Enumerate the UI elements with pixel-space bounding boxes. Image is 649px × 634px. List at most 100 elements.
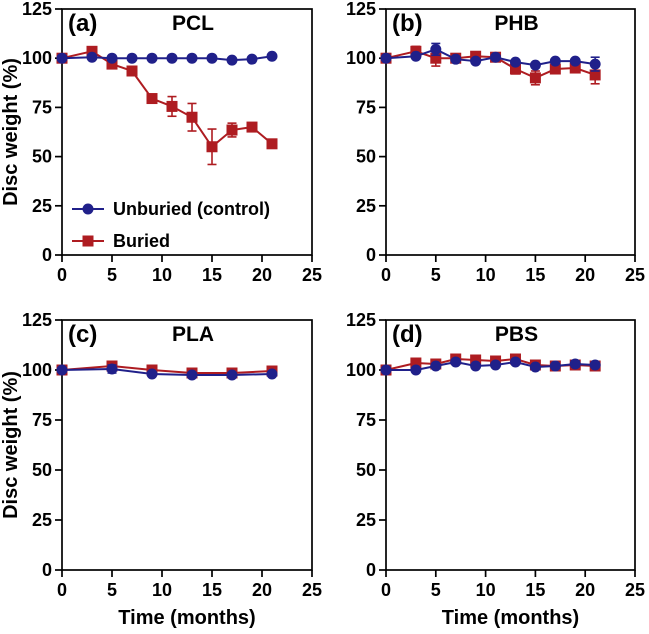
x-axis-title: Time (months) [118,607,255,629]
x-tick-label: 20 [575,265,595,285]
square-marker [509,63,521,75]
y-axis: 0 25 50 75 100 125 [346,310,386,580]
circle-marker [226,369,238,381]
chart-panel-pla: 0 5 10 15 20 25 0 25 50 75 100 125 (c) PLA Disc weight… [0,310,322,629]
x-tick-label: 15 [202,265,222,285]
circle-marker [529,361,541,373]
panel-letter: (d) [392,321,423,348]
circle-marker [166,52,178,64]
circle-marker [380,364,392,376]
x-tick-label: 15 [202,580,222,600]
x-tick-label: 5 [107,580,117,600]
circle-marker [450,356,462,368]
circle-marker [206,52,218,64]
x-tick-label: 5 [431,580,441,600]
square-marker [226,124,238,136]
x-tick-label: 0 [381,265,391,285]
y-tick-label: 0 [366,245,376,265]
x-tick-label: 10 [152,265,172,285]
y-axis-title: Disc weight (%) [0,58,22,206]
y-axis: 0 25 50 75 100 125 [346,0,386,265]
square-marker [410,357,422,369]
y-tick-label: 0 [42,560,52,580]
circle-marker [509,356,521,368]
y-tick-label: 75 [356,97,376,117]
y-tick-label: 125 [346,310,376,330]
y-tick-label: 50 [356,147,376,167]
circle-marker [490,51,502,63]
x-tick-label: 0 [57,265,67,285]
y-tick-label: 75 [32,97,52,117]
panel-title: PCL [172,12,214,35]
circle-marker [246,53,258,65]
series-line [61,50,273,149]
x-tick-label: 15 [525,265,545,285]
legend-label: Buried [113,231,170,251]
x-axis: 0 5 10 15 20 25 [381,570,645,600]
circle-marker [82,203,94,215]
y-tick-label: 0 [42,245,52,265]
circle-marker [589,58,601,70]
square-marker [266,138,278,150]
circle-marker [549,360,561,372]
y-tick-label: 25 [32,196,52,216]
y-tick-label: 25 [356,510,376,530]
plot-frame [61,319,313,571]
y-tick-label: 100 [22,48,52,68]
y-tick-label: 25 [356,196,376,216]
square-marker [430,52,442,64]
x-tick-label: 25 [625,265,645,285]
chart-panel-phb: 0 5 10 15 20 25 0 25 50 75 100 125 (b) PHB [346,0,645,285]
circle-marker [490,359,502,371]
y-tick-label: 50 [356,460,376,480]
plot-frame [61,8,313,256]
y-tick-label: 75 [356,410,376,430]
square-marker [246,121,258,133]
circle-marker [126,52,138,64]
x-tick-label: 20 [575,580,595,600]
series-line [61,364,273,374]
circle-marker [410,364,422,376]
circle-marker [529,59,541,71]
y-axis: 0 25 50 75 100 125 [22,0,62,265]
x-tick-label: 5 [431,265,441,285]
square-marker [529,72,541,84]
x-axis-title: Time (months) [442,607,579,629]
square-marker [166,100,178,112]
square-marker [82,235,94,247]
x-tick-label: 25 [302,580,322,600]
square-marker [569,62,581,74]
circle-marker [186,52,198,64]
panel-letter: (a) [68,10,97,37]
circle-marker [380,52,392,64]
circle-marker [470,55,482,67]
series-buried [56,45,278,166]
panel-title: PHB [494,12,538,35]
x-tick-label: 20 [252,265,272,285]
x-tick-label: 25 [625,580,645,600]
y-tick-label: 0 [366,560,376,580]
y-tick-label: 25 [32,510,52,530]
circle-marker [106,363,118,375]
panel-title: PBS [495,323,538,346]
circle-marker [86,51,98,63]
y-axis-title: Disc weight (%) [0,371,22,519]
x-tick-label: 10 [476,265,496,285]
series-unburied [56,50,278,66]
circle-marker [266,50,278,62]
legend-label: Unburied (control) [113,199,270,219]
circle-marker [56,364,68,376]
circle-marker [430,43,442,55]
x-axis: 0 5 10 15 20 25 [381,255,645,285]
circle-marker [569,358,581,370]
chart-panel-pbs: 0 5 10 15 20 25 0 25 50 75 100 125 (d) PBS Time (month… [346,310,645,629]
x-tick-label: 15 [525,580,545,600]
chart-panel-pcl: 0 5 10 15 20 25 0 25 50 75 100 125 (a) PCL Disc weight… [0,0,322,285]
circle-marker [56,52,68,64]
x-tick-label: 10 [476,580,496,600]
circle-marker [410,50,422,62]
x-tick-label: 20 [252,580,272,600]
circle-marker [266,368,278,380]
circle-marker [146,368,158,380]
